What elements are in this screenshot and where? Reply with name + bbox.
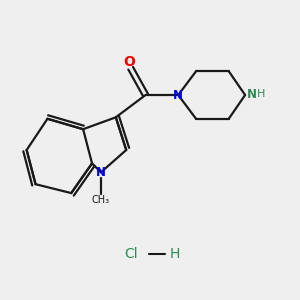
Text: H: H — [170, 247, 181, 261]
Text: N: N — [96, 166, 106, 179]
Text: N: N — [247, 88, 256, 101]
Text: CH₃: CH₃ — [92, 195, 110, 205]
Text: H: H — [257, 89, 266, 99]
Text: Cl: Cl — [124, 247, 137, 261]
Text: N: N — [173, 88, 183, 101]
Text: O: O — [123, 55, 135, 69]
